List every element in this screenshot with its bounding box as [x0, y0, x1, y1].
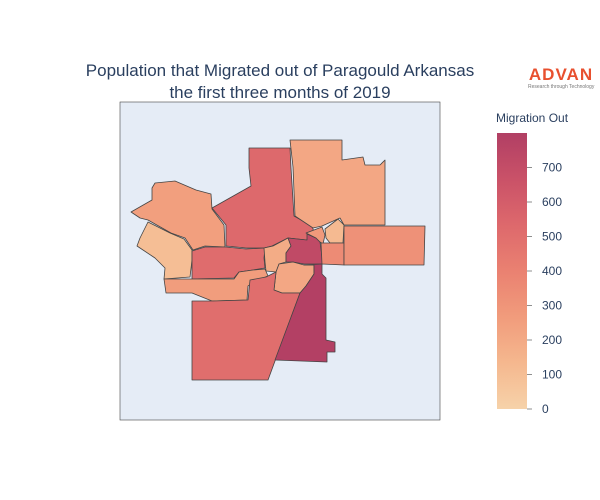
- colorbar-tick-label: 500: [542, 230, 562, 244]
- colorbar-tick-label: 200: [542, 333, 562, 347]
- colorbar-tick-label: 100: [542, 368, 562, 382]
- region-west-central[interactable]: [191, 246, 266, 280]
- region-east[interactable]: [343, 225, 426, 266]
- colorbar-ticks: 0 100 200 300 400 500 600 700: [527, 161, 562, 416]
- region-central[interactable]: [285, 233, 324, 265]
- title-line-1: Population that Migrated out of Paragoul…: [85, 61, 475, 80]
- colorbar-tick-label: 400: [542, 264, 562, 278]
- colorbar-tick-label: 300: [542, 299, 562, 313]
- map-regions: [130, 139, 426, 381]
- colorbar: [497, 133, 527, 409]
- region-south[interactable]: [191, 271, 301, 381]
- title-line-2: the first three months of 2019: [169, 83, 391, 102]
- region-center-small-3[interactable]: [320, 242, 345, 266]
- colorbar-tick-label: 700: [542, 161, 562, 175]
- advan-logo: ADVAN Research through Technology: [528, 66, 594, 91]
- region-southeast[interactable]: [274, 263, 336, 363]
- region-west[interactable]: [136, 221, 193, 280]
- region-northwest[interactable]: [130, 180, 226, 251]
- logo-word: ADVAN: [528, 65, 594, 84]
- legend-title: Migration Out: [496, 111, 569, 125]
- region-northeast[interactable]: [289, 139, 386, 229]
- colorbar-tick-label: 0: [542, 402, 549, 416]
- chart-title: Population that Migrated out of Paragoul…: [40, 60, 520, 104]
- colorbar-tick-label: 600: [542, 195, 562, 209]
- logo-tagline: Research through Technology: [528, 84, 595, 90]
